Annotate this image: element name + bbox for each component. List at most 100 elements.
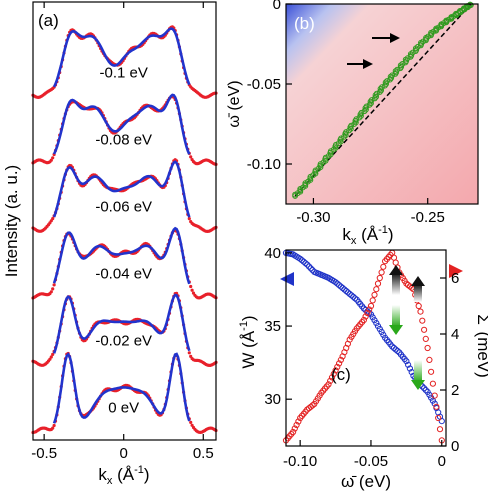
sigma-data-point	[364, 309, 371, 317]
width-data-point	[380, 331, 387, 338]
panel-a-energy-label: -0.02 eV	[95, 333, 152, 350]
panel-c-left-ylabel-sup: -1	[238, 321, 250, 331]
panel-c: -0.10 -0.05 0 30 35 40 0 2 4 6 (c) W (Å-1) Σ' (me…	[238, 245, 488, 491]
panel-a-data-point	[51, 352, 55, 356]
panel-a-data-point	[189, 284, 193, 289]
panel-b-frame	[285, 3, 479, 205]
panel-b-dispersion-point	[366, 101, 373, 108]
sigma-data-point	[433, 403, 440, 410]
sigma-data-point	[336, 360, 343, 367]
sigma-data-point	[417, 308, 424, 315]
panel-b-dispersion-points	[292, 1, 474, 199]
panel-b-dispersion-point	[379, 84, 385, 91]
width-data-point	[307, 265, 314, 272]
sigma-data-point	[328, 374, 336, 381]
sigma-data-point	[426, 356, 433, 363]
panel-c-points	[282, 249, 445, 444]
width-data-point	[302, 260, 309, 267]
panel-b-dispersion-point	[443, 17, 450, 24]
kink-arrow-black-2	[411, 276, 425, 302]
width-data-point	[438, 418, 445, 425]
panel-c-label: (c)	[331, 365, 351, 384]
sigma-data-point	[431, 392, 438, 399]
panel-a-xtick-label: 0.5	[193, 445, 214, 462]
panel-b-dispersion-point	[343, 129, 350, 135]
panel-a-data-point	[187, 217, 191, 221]
panel-b-ylabel: ω̄ (eV)	[226, 80, 243, 127]
panel-a-data-point	[187, 351, 191, 355]
width-data-point	[348, 292, 355, 299]
panel-a-data-point	[51, 156, 55, 160]
panel-c-left-ytick-label: 30	[264, 391, 281, 408]
sigma-data-point	[337, 356, 344, 363]
panel-b-dispersion-point	[448, 14, 455, 20]
panel-b-dispersion-point	[367, 98, 374, 105]
panel-c-xtick-label: -0.10	[283, 453, 317, 470]
panel-a-data-point	[52, 423, 56, 428]
width-data-point	[406, 365, 413, 372]
width-data-point	[334, 280, 341, 287]
panel-b-dispersion-point	[389, 72, 396, 79]
width-data-point	[394, 347, 401, 354]
panel-a-xtick-label: 0	[120, 445, 128, 462]
panel-a-data-point	[189, 420, 193, 424]
sigma-data-point	[415, 302, 422, 310]
kink-arrow-upper-head	[390, 33, 400, 43]
panel-b-ticks: -0.30 -0.25 0 -0.05 -0.10	[247, 0, 445, 226]
sigma-data-point	[334, 363, 341, 370]
panel-a-xlabel-close: )	[144, 465, 150, 484]
panel-c-left-ylabel-main: W (Å	[239, 330, 258, 368]
panel-a-fit-curve	[52, 226, 191, 285]
panel-b-xtick-label: -0.30	[296, 209, 330, 226]
panel-b-dispersion-point	[322, 154, 329, 161]
sigma-data-point	[367, 302, 375, 310]
width-data-point	[422, 387, 429, 394]
sigma-data-point	[332, 367, 339, 374]
panel-c-right-ylabel-unit: (meV)	[474, 327, 488, 378]
sigma-data-point	[362, 313, 369, 320]
sigma-data-point	[428, 368, 435, 375]
panel-a-energy-label: -0.1 eV	[100, 65, 148, 82]
panel-c-left-ylabel: W (Å-1)	[238, 315, 258, 368]
panel-a-data-point	[51, 426, 55, 430]
panel-b-xlabel-sub: x	[351, 235, 357, 247]
panel-b-dispersion-point	[404, 55, 411, 62]
panel-a-data-point	[49, 158, 53, 162]
panel-b-xlabel-sup: -1	[378, 224, 388, 236]
panel-b-ytick-label: -0.10	[247, 156, 281, 173]
panel-b-dispersion-point	[382, 79, 389, 86]
panel-b-dispersion-point	[373, 90, 380, 97]
panel-c-right-ytick-label: 0	[451, 438, 459, 455]
kink-arrow-black-1-head	[389, 265, 403, 275]
panel-a-ticks: -0.5 0 0.5	[31, 2, 214, 462]
panel-b-label: (b)	[294, 14, 315, 33]
panel-c-ticks: -0.10 -0.05 0 30 35 40 0 2 4 6	[264, 245, 459, 470]
panel-c-frame	[285, 249, 447, 447]
width-data-point	[389, 343, 396, 350]
panel-a-fit-curve	[52, 160, 191, 218]
panel-c-right-ytick-label: 2	[451, 382, 459, 399]
width-data-point	[298, 257, 305, 264]
panel-b-dispersion-point	[356, 114, 363, 121]
panel-a-frame	[32, 1, 217, 441]
panel-b-dispersion-point	[399, 61, 406, 67]
kink-arrow-green-2-head	[411, 380, 425, 390]
panel-b-xlabel: kx (Å-1)	[342, 224, 393, 247]
panel-b-dispersion-point	[338, 135, 344, 142]
panel-a-energy-label: -0.06 eV	[95, 199, 152, 216]
panel-c-right-ylabel-main: Σ	[474, 314, 488, 325]
panel-b-xlabel-unit: (Å	[356, 225, 378, 244]
sigma-data-point	[293, 421, 300, 429]
sigma-data-point	[325, 381, 332, 388]
panel-c-left-ylabel-close: )	[239, 315, 258, 321]
kink-arrow-black-2-head	[411, 276, 425, 286]
kink-arrow-black-2-shaft	[414, 284, 422, 302]
panel-a-xlabel-unit: (Å	[112, 465, 134, 484]
panel-b-dispersion-point	[363, 103, 370, 110]
width-data-point	[405, 361, 412, 368]
panel-a-xlabel-main: k	[98, 465, 107, 484]
sigma-data-point	[436, 426, 444, 433]
panel-b-dispersion-point	[414, 43, 421, 50]
panel-a-fit-curve	[52, 93, 191, 155]
panel-c-right-ylabel: Σ' (meV)	[474, 314, 488, 378]
